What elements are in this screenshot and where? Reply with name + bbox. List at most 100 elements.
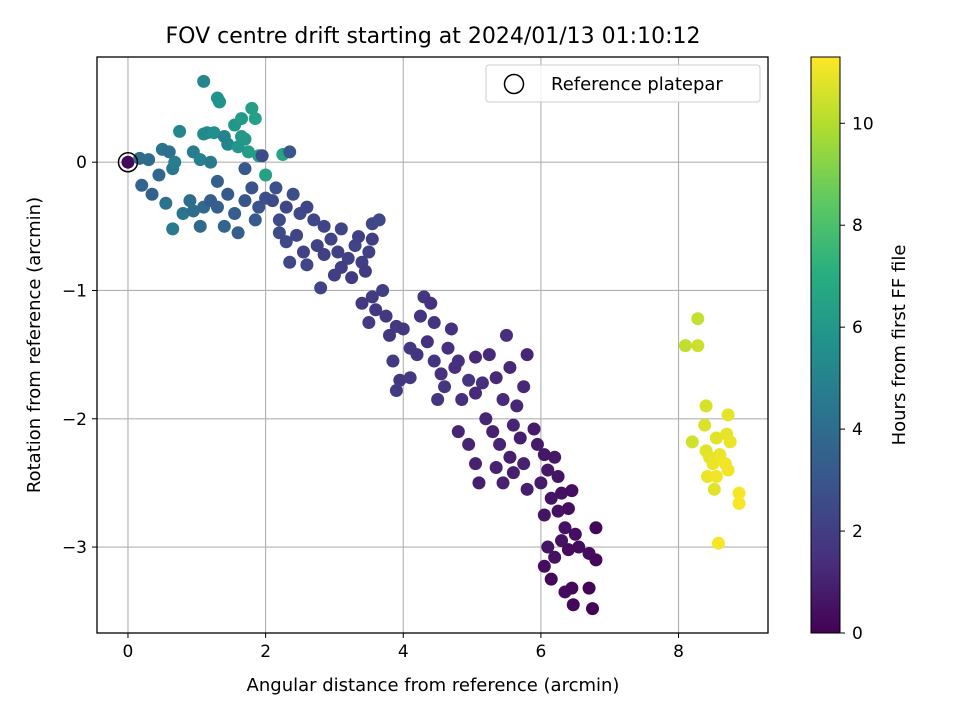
y-tick-label: 0 [76,153,87,173]
scatter-points [121,74,746,616]
scatter-point [700,469,714,483]
scatter-point [345,271,359,285]
scatter-point [475,376,489,390]
scatter-point [431,393,445,407]
scatter-point [272,213,286,227]
scatter-point [561,543,575,557]
reference-marker-group [117,151,139,173]
scatter-point [438,380,452,394]
scatter-point [709,469,723,483]
scatter-point [372,213,386,227]
scatter-point [482,348,496,362]
scatter-point [691,339,705,353]
scatter-point [566,598,580,612]
scatter-point [496,476,510,490]
scatter-point [231,140,245,154]
scatter-point [561,502,575,516]
scatter-point [389,384,403,398]
scatter-point [541,540,555,554]
scatter-point [534,476,548,490]
scatter-point [489,371,503,385]
scatter-point [678,339,692,353]
scatter-point [510,399,524,413]
scatter-point [300,200,314,214]
scatter-point [279,235,293,249]
y-axis-ticks: 0 −1 −2 −3 [62,153,97,558]
scatter-point [317,248,331,262]
scatter-point [537,559,551,573]
scatter-point [393,373,407,387]
scatter-point [589,553,603,567]
scatter-point [572,540,586,554]
chart-title: FOV centre drift starting at 2024/01/13 … [166,24,701,49]
scatter-point [300,258,314,272]
scatter-point [506,466,520,480]
x-tick-label: 4 [398,642,409,662]
scatter-point [204,155,218,169]
scatter-point [707,482,721,496]
scatter-point [245,181,259,195]
scatter-point [551,469,565,483]
scatter-point [410,348,424,362]
colorbar [810,56,841,634]
scatter-point [586,602,600,616]
scatter-point [265,194,279,208]
scatter-point [451,354,465,368]
legend-box [485,64,761,103]
scatter-point [537,508,551,522]
scatter-point [210,174,224,188]
scatter-point [691,312,705,326]
scatter-point [314,281,328,295]
scatter-point [269,181,283,195]
scatter-point [221,187,235,201]
scatter-point [245,101,259,115]
scatter-point [486,425,500,439]
scatter-point [479,412,493,426]
scatter-point [568,527,582,541]
scatter-point [699,399,713,413]
scatter-point [166,222,180,236]
colorbar-label: Hours from first FF file [889,245,910,446]
scatter-point [221,137,235,151]
scatter-point [283,145,297,159]
colorbar-tick-label: 8 [852,216,863,236]
scatter-point [396,322,410,336]
scatter-point [204,194,218,208]
scatter-point [382,328,396,342]
scatter-point [248,213,262,227]
scatter-point [352,230,366,244]
scatter-point [517,457,531,471]
y-tick-label: −1 [62,281,87,301]
scatter-point [283,255,297,269]
scatter-point [162,145,176,159]
scatter-point [235,130,249,144]
scatter-point [462,373,476,387]
scatter-point [441,341,455,355]
scatter-point [455,393,469,407]
scatter-point [133,151,147,165]
scatter-point [698,418,712,432]
scatter-point [235,112,249,126]
scatter-point [197,74,211,88]
scatter-point [176,207,190,221]
scatter-point [358,264,372,278]
scatter-point [186,204,200,218]
scatter-point [555,486,569,500]
legend-marker-icon [503,73,525,95]
scatter-point [527,422,541,436]
scatter-point [310,239,324,253]
scatter-point [413,309,427,323]
scatter-point [685,435,699,449]
scatter-point [530,437,544,451]
scatter-point [286,187,300,201]
scatter-point [721,408,735,422]
scatter-point [444,322,458,336]
scatter-point [548,450,562,464]
scatter-point [152,168,166,182]
scatter-point [193,219,207,233]
scatter-point [317,219,331,233]
scatter-point [541,463,555,477]
colorbar-ticks: 0 2 4 6 8 10 [840,114,874,644]
scatter-point [732,496,746,510]
